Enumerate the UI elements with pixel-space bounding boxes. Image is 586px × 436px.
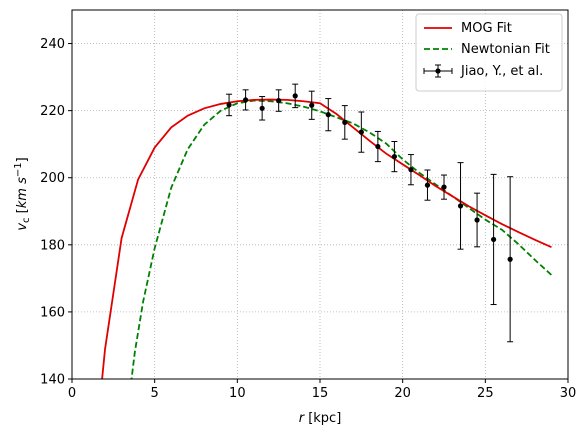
mog-fit-line xyxy=(101,98,552,379)
y-tick-label: 160 xyxy=(40,305,65,320)
legend-label-newtonian: Newtonian Fit xyxy=(461,42,550,57)
data-marker xyxy=(259,105,265,111)
data-marker xyxy=(491,236,497,243)
data-point xyxy=(407,154,414,186)
legend-label-mog: MOG Fit xyxy=(461,21,512,36)
y-tick-label: 240 xyxy=(40,37,65,52)
data-marker xyxy=(342,119,348,125)
y-tick-label: 220 xyxy=(40,104,65,119)
data-marker xyxy=(441,184,447,190)
data-point xyxy=(490,173,497,306)
legend: MOG Fit Newtonian Fit Jiao, Y., et al. xyxy=(415,13,563,92)
y-axis-ticks: 140 160 180 200 220 240 xyxy=(40,37,72,388)
newtonian-fit-line xyxy=(130,99,553,379)
data-marker xyxy=(375,143,381,150)
x-axis-ticks: 0 5 10 15 20 25 30 xyxy=(68,379,576,401)
data-point xyxy=(441,174,447,200)
x-tick-label: 30 xyxy=(560,386,577,401)
data-point xyxy=(341,105,348,140)
data-marker xyxy=(457,203,464,209)
y-tick-label: 180 xyxy=(40,238,65,253)
data-marker xyxy=(358,129,364,135)
data-marker xyxy=(474,217,480,223)
data-point xyxy=(226,93,233,117)
data-marker xyxy=(292,93,298,99)
series-lines xyxy=(101,98,553,379)
data-marker xyxy=(424,182,431,188)
data-marker xyxy=(243,97,249,103)
y-axis-label: vc [km s−1] xyxy=(13,157,32,230)
data-point xyxy=(308,90,315,120)
data-point xyxy=(259,96,266,121)
data-point xyxy=(374,130,381,163)
data-marker xyxy=(391,153,397,160)
y-tick-label: 140 xyxy=(40,373,65,388)
data-point xyxy=(242,89,249,111)
x-tick-label: 15 xyxy=(312,386,329,401)
data-point xyxy=(358,111,365,153)
data-marker xyxy=(276,97,282,104)
x-tick-label: 5 xyxy=(151,386,159,401)
data-marker xyxy=(309,102,315,108)
data-marker xyxy=(408,167,414,173)
data-point xyxy=(474,192,481,248)
x-tick-label: 20 xyxy=(394,386,411,401)
data-marker xyxy=(325,112,331,118)
data-marker xyxy=(226,102,232,108)
data-point xyxy=(275,89,282,112)
legend-label-data: Jiao, Y., et al. xyxy=(460,64,543,79)
data-marker xyxy=(507,256,513,262)
data-point xyxy=(507,176,514,343)
x-tick-label: 10 xyxy=(229,386,246,401)
data-point xyxy=(325,98,332,132)
data-point xyxy=(292,83,299,109)
data-point xyxy=(424,169,431,201)
data-points xyxy=(226,83,514,343)
x-tick-label: 25 xyxy=(477,386,494,401)
data-point xyxy=(457,162,464,250)
x-tick-label: 0 xyxy=(68,386,76,401)
y-tick-label: 200 xyxy=(40,171,65,186)
legend-swatch-data xyxy=(423,64,453,78)
data-point xyxy=(391,140,398,173)
x-axis-label: r [kpc] xyxy=(299,411,342,426)
